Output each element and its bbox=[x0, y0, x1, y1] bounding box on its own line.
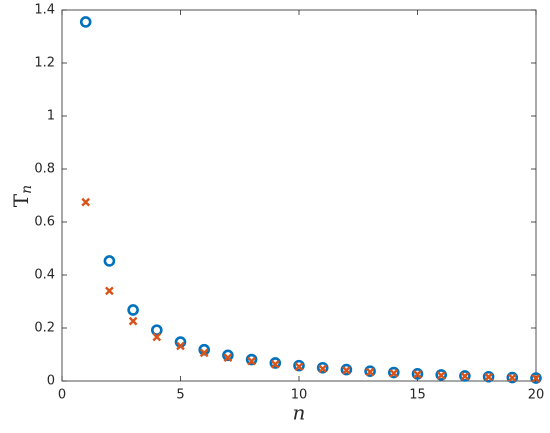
point bbox=[151, 324, 163, 336]
y-tick-label: 0.6 bbox=[34, 215, 55, 230]
point bbox=[507, 373, 517, 383]
x-tick-label: 20 bbox=[528, 388, 545, 403]
plot-frame bbox=[61, 9, 537, 382]
point bbox=[222, 349, 234, 362]
point bbox=[387, 366, 400, 379]
point bbox=[340, 363, 353, 376]
point bbox=[435, 369, 448, 381]
point bbox=[531, 374, 541, 383]
y-tick-label: 1 bbox=[47, 109, 55, 124]
point bbox=[270, 359, 280, 369]
point bbox=[436, 371, 446, 380]
x-tick-label: 15 bbox=[409, 388, 426, 403]
point bbox=[506, 371, 519, 384]
x-axis-label: n bbox=[293, 401, 306, 425]
y-label-main: T bbox=[9, 193, 33, 207]
point bbox=[365, 367, 375, 377]
point bbox=[128, 316, 138, 326]
point bbox=[342, 366, 351, 375]
point bbox=[389, 368, 399, 378]
point bbox=[269, 357, 282, 369]
y-tick-label: 0.8 bbox=[34, 162, 55, 177]
x-tick-label: 0 bbox=[58, 388, 66, 403]
y-tick-label: 0 bbox=[47, 374, 55, 389]
y-tick-label: 1.4 bbox=[34, 3, 55, 18]
point bbox=[482, 370, 495, 383]
point bbox=[413, 370, 422, 379]
point bbox=[460, 371, 470, 381]
x-tick-label: 10 bbox=[291, 388, 308, 403]
point bbox=[530, 372, 542, 384]
point bbox=[176, 341, 185, 351]
point bbox=[127, 304, 139, 316]
point bbox=[484, 372, 493, 382]
point bbox=[364, 365, 376, 377]
point bbox=[223, 353, 233, 363]
point bbox=[411, 368, 424, 380]
y-axis-label: Tn bbox=[9, 185, 36, 207]
point bbox=[245, 353, 258, 366]
point bbox=[105, 286, 114, 296]
point bbox=[79, 16, 92, 28]
y-tick-label: 0.2 bbox=[34, 321, 55, 336]
point bbox=[318, 364, 328, 374]
point bbox=[316, 361, 329, 374]
y-tick-label: 1.2 bbox=[34, 56, 55, 71]
point bbox=[199, 348, 209, 358]
point bbox=[294, 362, 304, 372]
point bbox=[103, 255, 116, 267]
point bbox=[152, 332, 162, 342]
point bbox=[459, 370, 471, 382]
y-tick-label: 0.4 bbox=[34, 268, 55, 283]
x-tick-label: 5 bbox=[176, 388, 184, 403]
point bbox=[81, 197, 91, 207]
point bbox=[247, 356, 256, 366]
point bbox=[293, 359, 305, 372]
y-label-sub: n bbox=[19, 185, 35, 194]
